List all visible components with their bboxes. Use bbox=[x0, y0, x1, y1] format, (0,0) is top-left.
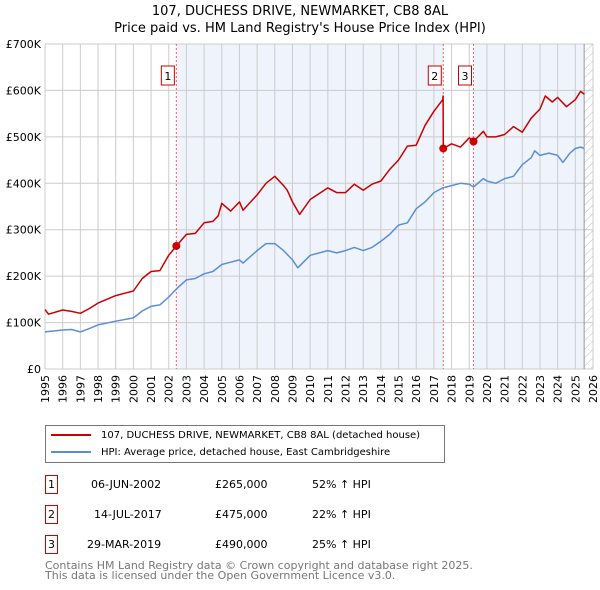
sale-row: 3 29-MAR-2019 £490,000 25% ↑ HPI bbox=[45, 535, 545, 555]
sale-point bbox=[172, 241, 181, 250]
legend-item-property: 107, DUCHESS DRIVE, NEWMARKET, CB8 8AL (… bbox=[51, 427, 420, 443]
x-tick-label: 2013 bbox=[357, 375, 370, 403]
sale-price: £490,000 bbox=[215, 538, 268, 551]
legend-swatch-red bbox=[51, 434, 91, 436]
x-tick-label: 2010 bbox=[304, 375, 317, 403]
sale-price: £475,000 bbox=[215, 508, 268, 521]
sale-marker-number: 2 bbox=[431, 70, 438, 83]
plot-area: 1995 1996 1997 1998 1999 2000 2001 2002 2003 2004… bbox=[6, 38, 600, 403]
x-tick-label: 2026 bbox=[587, 375, 600, 403]
legend-label: 107, DUCHESS DRIVE, NEWMARKET, CB8 8AL (… bbox=[101, 429, 421, 441]
x-tick-label: 2006 bbox=[233, 375, 246, 403]
x-tick-label: 2021 bbox=[499, 375, 512, 403]
y-tick-label: £200K bbox=[6, 270, 42, 283]
x-tick-label: 2016 bbox=[410, 375, 423, 403]
x-tick-label: 2023 bbox=[534, 375, 547, 403]
x-tick-label: 2018 bbox=[446, 375, 459, 403]
x-tick-label: 2002 bbox=[163, 375, 176, 403]
x-tick-label: 1998 bbox=[92, 375, 105, 403]
x-tick-label: 2005 bbox=[216, 375, 229, 403]
legend: 107, DUCHESS DRIVE, NEWMARKET, CB8 8AL (… bbox=[45, 425, 445, 463]
x-tick-label: 2014 bbox=[375, 375, 388, 403]
footer: Contains HM Land Registry data © Crown c… bbox=[45, 559, 473, 582]
sale-hpi: 22% ↑ HPI bbox=[312, 508, 371, 521]
chart-subtitle: Price paid vs. HM Land Registry's House … bbox=[114, 21, 486, 36]
legend-swatch-blue bbox=[51, 451, 91, 453]
sale-point bbox=[439, 144, 448, 153]
y-tick-label: £500K bbox=[6, 131, 42, 144]
x-tick-label: 2011 bbox=[322, 375, 335, 403]
sale-price: £265,000 bbox=[215, 478, 268, 491]
footer-licence: This data is licensed under the Open Gov… bbox=[45, 569, 396, 582]
hpi-line bbox=[44, 146, 585, 333]
x-tick-label: 2022 bbox=[516, 375, 529, 403]
shaded-ownership-period bbox=[473, 44, 585, 369]
sale-hpi: 52% ↑ HPI bbox=[312, 478, 371, 491]
y-tick-label: £100K bbox=[6, 317, 42, 330]
sale-badge: 1 bbox=[45, 475, 58, 494]
footer-copyright: Contains HM Land Registry data © Crown c… bbox=[45, 559, 473, 572]
x-tick-label: 2017 bbox=[428, 375, 441, 403]
x-tick-label: 1997 bbox=[74, 375, 87, 403]
sale-row: 2 14-JUL-2017 £475,000 22% ↑ HPI bbox=[45, 505, 545, 525]
sale-badge: 3 bbox=[45, 535, 58, 554]
x-tick-label: 2000 bbox=[127, 375, 140, 403]
x-tick-label: 2025 bbox=[569, 375, 582, 403]
sale-badge: 2 bbox=[45, 505, 58, 524]
legend-item-hpi: HPI: Average price, detached house, East… bbox=[51, 444, 390, 460]
x-tick-label: 2008 bbox=[269, 375, 282, 403]
sale-point bbox=[469, 137, 478, 146]
sale-date: 06-JUN-2002 bbox=[91, 478, 162, 491]
sale-marker-box bbox=[427, 65, 442, 86]
sale-marker-box bbox=[458, 65, 473, 86]
sale-hpi: 25% ↑ HPI bbox=[312, 538, 371, 551]
y-tick-label: £700K bbox=[6, 38, 42, 51]
x-tick-label: 2020 bbox=[481, 375, 494, 403]
sale-marker-number: 1 bbox=[164, 70, 171, 83]
y-tick-label: £400K bbox=[6, 177, 42, 190]
forecast-hatch bbox=[584, 44, 593, 369]
sale-date: 14-JUL-2017 bbox=[94, 508, 162, 521]
x-tick-label: 2019 bbox=[463, 375, 476, 403]
sale-row: 1 06-JUN-2002 £265,000 52% ↑ HPI bbox=[45, 475, 545, 495]
x-tick-label: 2004 bbox=[198, 375, 211, 403]
y-tick-label: £600K bbox=[6, 84, 42, 97]
sale-marker-number: 3 bbox=[462, 70, 469, 83]
x-tick-label: 2009 bbox=[286, 375, 299, 403]
x-tick-label: 1999 bbox=[110, 375, 123, 403]
x-tick-label: 2003 bbox=[180, 375, 193, 403]
y-tick-label: £300K bbox=[6, 224, 42, 237]
chart-title: 107, DUCHESS DRIVE, NEWMARKET, CB8 8AL bbox=[151, 4, 449, 19]
x-tick-label: 2015 bbox=[393, 375, 406, 403]
price-paid-line bbox=[44, 90, 585, 315]
sale-marker-box bbox=[160, 65, 175, 86]
x-tick-label: 1996 bbox=[57, 375, 70, 403]
sale-date: 29-MAR-2019 bbox=[87, 538, 162, 551]
x-tick-label: 2012 bbox=[340, 375, 353, 403]
x-tick-label: 2001 bbox=[145, 375, 158, 403]
x-tick-label: 2024 bbox=[552, 375, 565, 403]
y-tick-label: £0 bbox=[27, 363, 41, 376]
legend-label: HPI: Average price, detached house, East… bbox=[101, 446, 391, 458]
x-tick-label: 1995 bbox=[39, 375, 52, 403]
x-tick-label: 2007 bbox=[251, 375, 264, 403]
